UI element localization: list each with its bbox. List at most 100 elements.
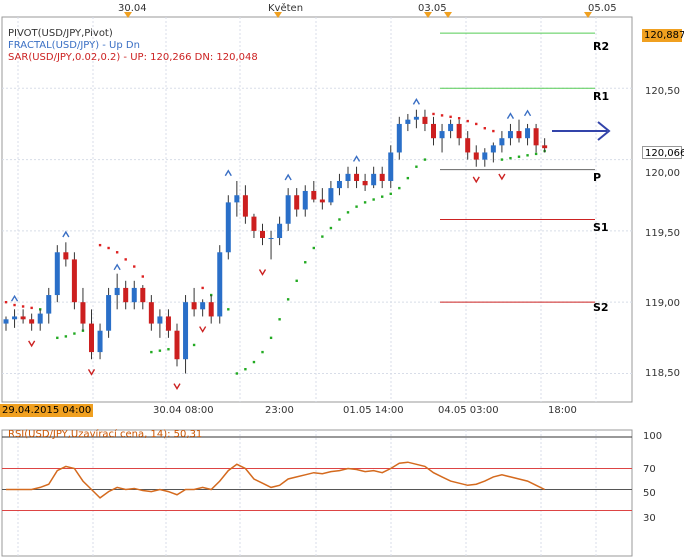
- candle-body: [46, 295, 52, 314]
- y-tick-label: 118,50: [645, 368, 680, 379]
- sar-dot: [329, 226, 333, 230]
- candle-body: [499, 138, 505, 146]
- sar-dot: [252, 360, 256, 364]
- sar-dot: [406, 176, 410, 180]
- sar-dot: [534, 152, 538, 156]
- sar-dot: [346, 211, 350, 214]
- candle-body: [251, 216, 257, 231]
- main-plot-frame: [1, 16, 633, 403]
- top-axis-label: 30.04: [118, 3, 147, 14]
- candle-body: [525, 128, 531, 139]
- candle-body: [157, 316, 163, 324]
- top-axis-label: 05.05: [588, 3, 617, 14]
- candle-body: [542, 145, 548, 149]
- top-tick-marker: [124, 12, 132, 18]
- candle-body: [54, 252, 60, 296]
- y-tick-label: 119,50: [645, 228, 680, 239]
- sar-dot: [304, 261, 307, 264]
- candle-body: [20, 316, 26, 320]
- sar-dot: [261, 350, 264, 354]
- candle-body: [217, 252, 223, 317]
- sar-dot: [150, 350, 153, 354]
- candle-body: [234, 195, 240, 203]
- sar-dot: [466, 119, 469, 123]
- sar-dot: [338, 218, 341, 221]
- sar-dot: [286, 298, 290, 301]
- candle-body: [174, 330, 180, 360]
- fractal-down-icon: [498, 173, 506, 181]
- sar-dot: [133, 265, 136, 268]
- x-tick-label: 01.05 14:00: [343, 405, 404, 416]
- sar-dot: [278, 318, 281, 321]
- candle-body: [106, 295, 112, 331]
- sar-dot: [269, 336, 273, 340]
- candle-body: [473, 152, 479, 160]
- sar-dot: [363, 201, 367, 204]
- sar-dot: [244, 368, 247, 371]
- candle-body: [490, 145, 496, 153]
- sar-dot: [141, 275, 144, 278]
- pivot-label-r2: R2: [593, 40, 610, 53]
- sar-dot: [115, 251, 119, 254]
- candle-body: [533, 128, 539, 146]
- x-tick-label-current: 29.04.2015 04:00: [0, 404, 94, 417]
- sar-dot: [432, 112, 435, 116]
- fractal-up-icon: [412, 98, 421, 105]
- rsi-line: [6, 461, 545, 499]
- candle-body: [379, 173, 385, 181]
- fractal-down-icon: [28, 340, 36, 348]
- candle-body: [71, 259, 77, 303]
- future-arrow-icon: [552, 121, 611, 141]
- candle-body: [268, 238, 274, 240]
- sar-dot: [381, 195, 384, 198]
- rsi-tick-label: 70: [643, 464, 656, 475]
- candle-body: [431, 123, 436, 139]
- fractal-down-icon: [199, 326, 207, 333]
- fractal-up-icon: [224, 169, 232, 177]
- candle-body: [516, 131, 522, 139]
- fractal-up-icon: [10, 294, 19, 302]
- candle-body: [225, 202, 231, 253]
- rsi-tick-label: 50: [643, 488, 656, 499]
- candle-body: [362, 180, 368, 186]
- candle-body: [507, 131, 513, 139]
- sar-dot: [158, 349, 162, 352]
- top-tick-marker: [584, 12, 592, 18]
- pivot-label-r1: R1: [593, 90, 610, 103]
- sar-dot: [517, 155, 521, 158]
- candle-body: [413, 116, 419, 120]
- sar-dot: [483, 127, 486, 130]
- sar-dot: [124, 258, 127, 261]
- candle-body: [302, 190, 308, 210]
- rsi-legend: RSI(USD/JPY,Uzavírací cena, 14): 50,31: [8, 429, 203, 440]
- sar-dot: [415, 165, 418, 168]
- fractal-down-icon: [87, 368, 96, 376]
- sar-dot: [56, 336, 59, 340]
- candle-body: [165, 316, 171, 331]
- candle-body: [208, 302, 214, 317]
- fractal-markers: [10, 98, 532, 390]
- high-price-tag: 120,887: [642, 29, 684, 42]
- candle-body: [319, 199, 325, 203]
- sar-dot: [423, 158, 427, 161]
- fractal-up-icon: [506, 112, 515, 120]
- y-tick-label: 120,50: [645, 86, 680, 97]
- candle-body: [200, 302, 206, 310]
- sar-dot: [475, 122, 478, 126]
- sar-dot: [295, 279, 298, 282]
- candle-body: [63, 252, 69, 260]
- candle-body: [465, 138, 471, 153]
- fractal-up-icon: [62, 230, 70, 238]
- candle-body: [371, 173, 377, 186]
- candle-body: [29, 319, 35, 324]
- candle-body: [439, 131, 445, 139]
- top-axis-label: Květen: [268, 3, 304, 14]
- legend-sar: SAR(USD/JPY,0.02,0.2) - UP: 120,266 DN: …: [8, 52, 258, 63]
- candle-body: [405, 119, 411, 124]
- sar-dot: [457, 117, 461, 120]
- candle-body: [3, 319, 9, 324]
- pivot-label-s1: S1: [593, 221, 609, 234]
- x-tick-label: 04.05 03:00: [438, 405, 499, 416]
- y-tick-label: 119,00: [645, 298, 680, 309]
- sar-dot: [73, 332, 76, 335]
